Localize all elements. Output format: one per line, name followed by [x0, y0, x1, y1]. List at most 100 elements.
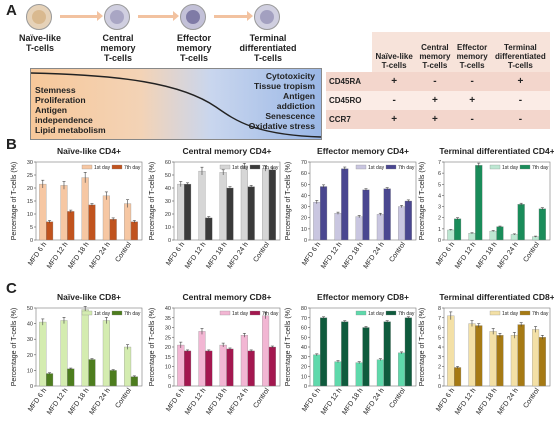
y-tick-label: 1 [438, 374, 441, 380]
y-axis-label: Percentage of T-cells (%) [11, 308, 18, 386]
x-tick-label: MFD 24 h [362, 241, 385, 270]
bar [81, 177, 89, 241]
legend-label: 7th day [124, 165, 141, 171]
y-tick-label: 10 [165, 225, 171, 231]
marker-header-0: Naïve-like T-cells [372, 32, 417, 72]
y-tick-label: 40 [27, 322, 33, 328]
y-tick-label: 40 [165, 186, 171, 192]
chart-title: Central memory CD4+ [182, 146, 271, 156]
x-tick-label: Control [388, 241, 407, 264]
marker-row: CCR7 + + - - [326, 110, 550, 129]
x-tick-label: MFD 24 h [496, 241, 519, 270]
bar [404, 317, 412, 387]
y-tick-label: 40 [301, 193, 307, 199]
bar [341, 168, 349, 241]
x-tick-label: MFD 12 h [46, 241, 69, 270]
x-tick-label: Control [252, 387, 271, 410]
y-tick-label: 30 [27, 337, 33, 343]
y-tick-label: 4 [438, 345, 441, 351]
bar [205, 350, 213, 387]
y-tick-label: 0 [438, 384, 441, 390]
arrow-icon [214, 11, 253, 21]
bar [334, 213, 342, 241]
y-tick-label: 2 [438, 216, 441, 222]
legend-swatch [355, 164, 367, 170]
y-tick-label: 10 [165, 365, 171, 371]
y-tick-label: 70 [301, 316, 307, 322]
y-tick-label: 8 [438, 306, 441, 312]
bar [205, 217, 213, 241]
legend-swatch [81, 310, 93, 316]
bar [219, 172, 227, 241]
panel-a-letter: A [6, 2, 17, 19]
bar [447, 315, 455, 387]
bar [109, 370, 117, 387]
bar [268, 169, 276, 241]
y-tick-label: 6 [438, 171, 441, 177]
legend-swatch [385, 310, 397, 316]
cell-icon-2 [180, 4, 206, 30]
bar [447, 229, 455, 241]
right-trait: Tissue tropism [254, 81, 315, 91]
chart-title: Naïve-like CD4+ [57, 146, 121, 156]
y-tick-label: 50 [301, 335, 307, 341]
left-trait: Antigen [35, 105, 67, 115]
left-trait: Stemness [35, 85, 76, 95]
y-tick-label: 50 [27, 306, 33, 312]
legend-label: 1st day [502, 311, 519, 317]
bar [102, 320, 110, 387]
bar [517, 324, 525, 387]
legend-label: 7th day [398, 165, 415, 171]
x-tick-label: MFD 6 h [301, 387, 322, 413]
x-tick-label: MFD 24 h [226, 241, 249, 270]
bar [46, 221, 54, 241]
legend-swatch [219, 310, 231, 316]
y-tick-label: 20 [165, 212, 171, 218]
y-tick-label: 3 [438, 355, 441, 361]
bar [313, 354, 321, 387]
y-tick-label: 2 [438, 365, 441, 371]
legend-swatch [81, 164, 93, 170]
bar [198, 331, 206, 387]
chart-title: Terminal differentiated CD8+ [439, 292, 554, 302]
bar [538, 208, 546, 241]
cell-label-3: Terminal differentiated T-cells [239, 33, 297, 63]
x-tick-label: MFD 18 h [205, 241, 228, 270]
legend-label: 1st day [94, 165, 111, 171]
marker-name: CD45RA [326, 72, 372, 91]
bar [334, 361, 342, 387]
y-tick-label: 7 [438, 160, 441, 166]
x-tick-label: MFD 12 h [454, 241, 477, 270]
y-tick-label: 20 [301, 365, 307, 371]
legend-swatch [111, 164, 123, 170]
bar [177, 344, 185, 387]
y-tick-label: 0 [168, 238, 171, 244]
x-tick-label: MFD 6 h [27, 387, 48, 413]
bar-chart-4: Naïve-like CD8+ 0 10 20 30 40 50 Percentage of … [11, 292, 143, 416]
left-trait: Lipid metabolism [35, 125, 106, 135]
x-tick-label: MFD 12 h [184, 387, 207, 416]
legend-label: 7th day [262, 165, 279, 171]
bar [60, 185, 68, 241]
marker-value: - [453, 72, 491, 91]
bar [510, 234, 518, 241]
x-tick-label: MFD 12 h [46, 387, 69, 416]
left-trait: Proliferation [35, 95, 86, 105]
x-tick-label: MFD 6 h [435, 241, 456, 267]
bar [538, 337, 546, 387]
bar [39, 183, 47, 241]
legend-label: 1st day [94, 311, 111, 317]
y-tick-label: 20 [165, 345, 171, 351]
bar [468, 233, 476, 241]
legend-swatch [385, 164, 397, 170]
y-tick-label: 35 [165, 316, 171, 322]
bar [60, 320, 68, 387]
legend-swatch [249, 310, 261, 316]
y-tick-label: 10 [301, 374, 307, 380]
chart-title: Effector memory CD4+ [317, 146, 409, 156]
y-tick-label: 40 [165, 306, 171, 312]
bar [510, 335, 518, 387]
legend-label: 1st day [232, 165, 249, 171]
y-tick-label: 5 [30, 225, 33, 231]
x-tick-label: MFD 18 h [341, 387, 364, 416]
